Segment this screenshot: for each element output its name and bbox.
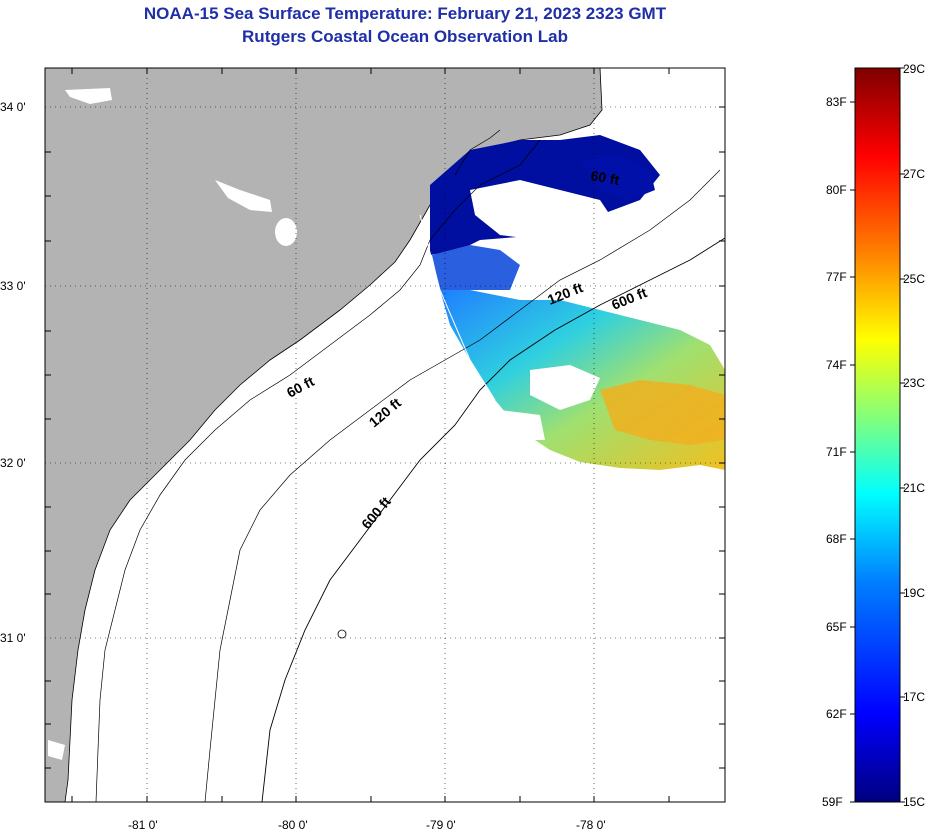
colorbar-celsius-label: 29C: [903, 62, 925, 76]
land-mass: [45, 68, 602, 802]
cloud-gap: [640, 265, 725, 315]
colorbar-fahrenheit-label: 74F: [826, 358, 847, 372]
sst-hotspot: [600, 380, 725, 445]
contour-label-60ft-north: 60 ft: [589, 167, 620, 188]
colorbar-celsius-label: 27C: [903, 167, 925, 181]
frame-ticks: [45, 68, 725, 802]
colorbar: [854, 67, 901, 803]
colorbar-fahrenheit-label: 65F: [826, 620, 847, 634]
colorbar-celsius-label: 21C: [903, 481, 925, 495]
chart-subtitle: Rutgers Coastal Ocean Observation Lab: [242, 27, 568, 46]
map-area: 60 ft 120 ft 600 ft 60 ft 120 ft 600 ft: [45, 68, 725, 802]
contour-60ft: [95, 139, 541, 802]
colorbar-fahrenheit-label: 83F: [826, 95, 847, 109]
colorbar-fahrenheit-label: 77F: [826, 270, 847, 284]
lon-tick-label: -78 0': [576, 818, 606, 832]
contour-600ft: [261, 237, 725, 802]
lat-tick-label: 34 0': [0, 100, 26, 114]
colorbar-fahrenheit-label: 68F: [826, 532, 847, 546]
inland-lake: [215, 180, 272, 212]
graticule: [45, 68, 725, 802]
colorbar-fahrenheit-label: 80F: [826, 183, 847, 197]
cloud-gap: [530, 365, 600, 410]
colorbar-fahrenheit-label: 59F: [822, 795, 843, 809]
map-frame: [44, 67, 726, 803]
lat-tick-label: 31 0': [0, 631, 26, 645]
lon-tick-label: -80 0': [278, 818, 308, 832]
sst-swath-warm: [432, 245, 520, 290]
contour-120ft: [204, 169, 721, 802]
inland-lake: [48, 740, 65, 760]
bay-outline: [454, 129, 501, 176]
cloud-gap: [500, 410, 545, 440]
colorbar-fahrenheit-label: 71F: [826, 445, 847, 459]
lat-tick-label: 33 0': [0, 279, 26, 293]
lat-tick-label: 32 0': [0, 456, 26, 470]
inland-lake: [65, 88, 112, 104]
sst-swath-cold: [580, 155, 655, 200]
inland-lake: [275, 218, 297, 246]
colorbar-ticks: [850, 67, 905, 803]
colorbar-celsius-label: 15C: [903, 795, 925, 809]
colorbar-fahrenheit-label: 62F: [826, 707, 847, 721]
lon-tick-label: -81 0': [128, 818, 158, 832]
swath-edge: [419, 214, 496, 401]
lon-tick-label: -79 0': [426, 818, 456, 832]
colorbar-celsius-label: 19C: [903, 586, 925, 600]
contour-ring: [337, 629, 347, 639]
colorbar-celsius-label: 25C: [903, 272, 925, 286]
colorbar-celsius-label: 17C: [903, 690, 925, 704]
chart-title: NOAA-15 Sea Surface Temperature: Februar…: [143, 4, 667, 23]
colorbar-celsius-label: 23C: [903, 376, 925, 390]
cloud-gap: [470, 180, 610, 240]
